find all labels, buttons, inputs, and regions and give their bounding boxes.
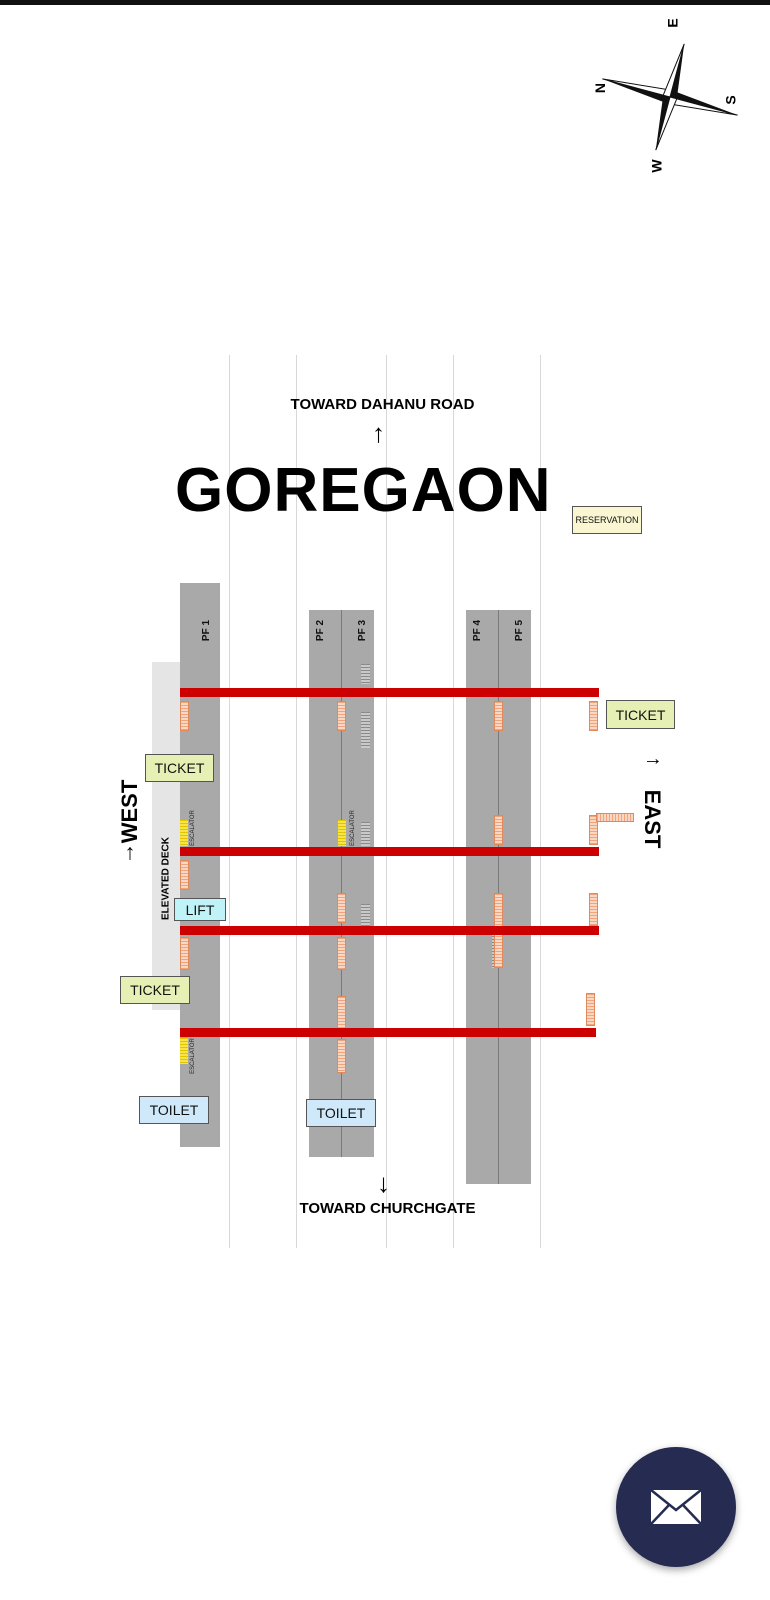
compass-rose-icon <box>602 43 738 151</box>
stairs <box>586 993 595 1026</box>
foot-over-bridge <box>180 847 599 856</box>
west-label: ↑WEST <box>117 779 142 865</box>
escalator <box>338 820 346 846</box>
track-line <box>540 355 541 1248</box>
ticket-counter-west: TICKET <box>145 754 214 782</box>
south-direction-label: TOWARD CHURCHGATE <box>299 1200 476 1217</box>
track-line <box>296 355 297 1248</box>
south-arrow: ↓ <box>377 1168 390 1198</box>
mail-icon <box>649 1488 703 1526</box>
station-title: GOREGAON <box>175 456 552 525</box>
stairs <box>180 937 189 970</box>
elevated-deck <box>152 662 180 1010</box>
compass: N E S W <box>590 10 750 180</box>
compass-w-label: W <box>648 159 665 173</box>
stairs <box>337 937 346 970</box>
east-label: EAST <box>640 789 665 849</box>
escalator-label: ESCALATOR <box>349 810 356 846</box>
ticket-counter-east: TICKET <box>606 700 675 729</box>
escalator <box>180 820 188 846</box>
toilet: TOILET <box>139 1096 209 1124</box>
stairs <box>494 701 503 731</box>
stairs <box>494 815 503 845</box>
ticket-counter-west: TICKET <box>120 976 190 1004</box>
north-direction-label: TOWARD DAHANU ROAD <box>290 396 475 413</box>
compass-s-label: S <box>722 95 739 105</box>
top-status-bar <box>0 0 770 5</box>
stairs <box>180 860 189 890</box>
compass-e-label: E <box>664 18 681 28</box>
platform-4-label: PF 4 <box>472 619 484 642</box>
platform-1-label: PF 1 <box>201 619 213 642</box>
east-label-group: ↑ EAST <box>630 750 680 860</box>
stairs <box>180 701 189 731</box>
stairs <box>589 893 598 926</box>
stairs <box>596 813 634 822</box>
platform-hatch <box>361 712 370 748</box>
lift: LIFT <box>174 898 226 921</box>
platform-hatch <box>361 664 370 684</box>
escalator-label: ESCALATOR <box>189 810 196 846</box>
escalator-label: ESCALATOR <box>189 1038 196 1074</box>
platform-2-3-divider <box>341 610 342 1157</box>
east-arrow: ↑ <box>642 756 665 767</box>
contact-fab[interactable] <box>616 1447 736 1567</box>
north-arrow: ↑ <box>372 418 385 448</box>
platform-5-label: PF 5 <box>514 619 526 642</box>
reservation-office: RESERVATION <box>572 506 642 534</box>
escalator <box>180 1038 188 1064</box>
stairs <box>337 893 346 923</box>
stairs <box>589 701 598 731</box>
platform-3-label: PF 3 <box>357 619 369 642</box>
stairs <box>589 815 598 845</box>
platform-2-label: PF 2 <box>315 619 327 642</box>
track-line <box>229 355 230 1248</box>
foot-over-bridge <box>180 926 599 935</box>
track-line <box>386 355 387 1248</box>
stairs <box>337 1039 346 1073</box>
foot-over-bridge <box>180 1028 596 1037</box>
west-arrow: ↑ <box>124 839 136 865</box>
platform-hatch <box>361 904 370 932</box>
elevated-deck-label: ELEVATED DECK <box>160 837 172 920</box>
foot-over-bridge <box>180 688 599 697</box>
stairs <box>337 996 346 1030</box>
stairs <box>337 701 346 731</box>
toilet: TOILET <box>306 1099 376 1127</box>
track-line <box>453 355 454 1248</box>
platform-hatch <box>361 822 370 846</box>
compass-n-label: N <box>592 82 609 94</box>
